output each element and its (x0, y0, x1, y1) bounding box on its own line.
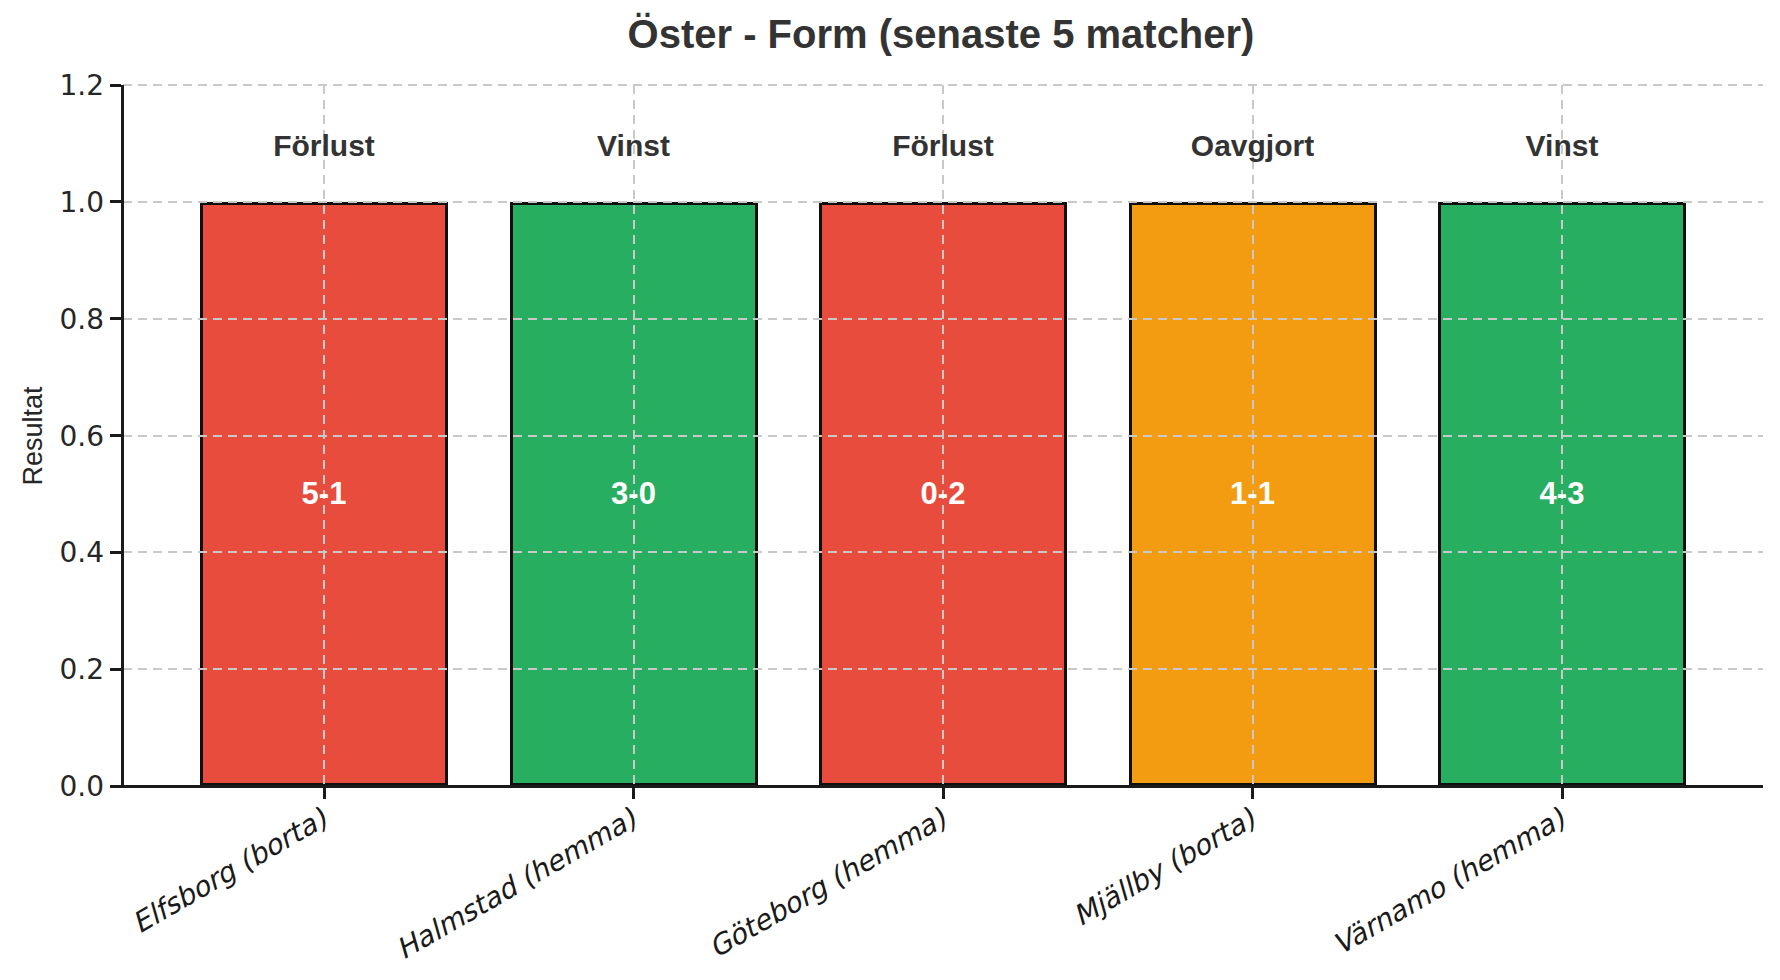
x-tick-label: Halmstad (hemma) (391, 802, 642, 966)
y-tick-label: 0.0 (59, 770, 104, 803)
x-tick-label: Värnamo (hemma) (1327, 802, 1570, 962)
x-tick-label: Elfsborg (borta) (126, 802, 332, 940)
x-tick-mark (1561, 785, 1564, 799)
y-tick-label: 1.2 (59, 69, 104, 102)
y-tick-mark (110, 200, 121, 203)
x-tick-mark (632, 785, 635, 799)
y-tick-label: 0.6 (59, 419, 104, 452)
bar-score-label: 0-2 (921, 476, 966, 512)
y-tick-mark (110, 551, 121, 554)
y-tick-label: 0.8 (59, 302, 104, 335)
y-tick-mark (110, 84, 121, 87)
x-tick-label: Göteborg (hemma) (703, 802, 952, 965)
y-tick-label: 1.0 (59, 185, 104, 218)
bar-result-label: Vinst (1526, 129, 1599, 163)
bar-result-label: Förlust (892, 129, 994, 163)
y-tick-mark (110, 434, 121, 437)
y-tick-mark (110, 668, 121, 671)
gridline-horizontal (123, 84, 1763, 86)
bar-score-label: 4-3 (1540, 476, 1585, 512)
bar-score-label: 5-1 (302, 476, 347, 512)
bar-score-label: 1-1 (1230, 476, 1275, 512)
bar-result-label: Oavgjort (1191, 129, 1314, 163)
y-tick-mark (110, 317, 121, 320)
bar-chart-figure: Öster - Form (senaste 5 matcher) Resulta… (0, 0, 1780, 980)
bar-result-label: Vinst (597, 129, 670, 163)
y-tick-label: 0.4 (59, 536, 104, 569)
x-tick-mark (942, 785, 945, 799)
chart-title: Öster - Form (senaste 5 matcher) (628, 12, 1255, 57)
x-tick-label: Mjällby (borta) (1068, 802, 1261, 933)
y-tick-mark (110, 785, 121, 788)
y-axis-label: Resultat (18, 386, 49, 485)
y-tick-label: 0.2 (59, 653, 104, 686)
bar-result-label: Förlust (273, 129, 375, 163)
x-tick-mark (323, 785, 326, 799)
x-tick-mark (1251, 785, 1254, 799)
bar-score-label: 3-0 (611, 476, 656, 512)
